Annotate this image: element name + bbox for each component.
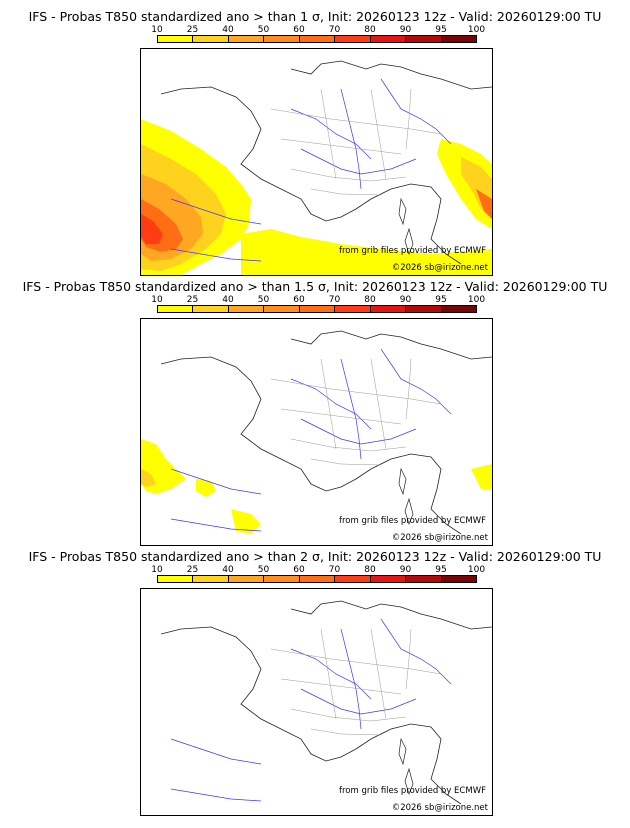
data-source-credit: from grib files provided by ECMWF — [339, 516, 486, 526]
scale-labels: 10 25 40 50 60 70 80 90 95 100 — [151, 295, 485, 305]
scale-labels: 10 25 40 50 60 70 80 90 95 100 — [151, 565, 485, 575]
scale-color-segment — [264, 576, 300, 582]
color-scale: 10 25 40 50 60 70 80 90 95 100 — [151, 295, 485, 313]
scale-color-segment — [299, 306, 336, 312]
scale-color-segment — [441, 576, 476, 582]
scale-label: 40 — [222, 565, 234, 575]
copyright-credit: ©2026 sb@irizone.net — [391, 263, 488, 273]
scale-label: 95 — [435, 25, 447, 35]
scale-label: 40 — [222, 295, 234, 305]
scale-label: 90 — [399, 25, 412, 35]
map-panel-2: IFS - Probas T850 standardized ano > tha… — [0, 270, 630, 546]
scale-color-segment — [370, 306, 407, 312]
copyright-credit: ©2026 sb@irizone.net — [391, 803, 488, 813]
map-canvas — [141, 330, 492, 535]
scale-color-segment — [441, 36, 476, 42]
probability-map: from grib files provided by ECMWF ©2026 … — [140, 48, 493, 276]
scale-color-segment — [158, 576, 194, 582]
map-canvas — [141, 60, 492, 275]
data-source-credit: from grib files provided by ECMWF — [339, 246, 486, 256]
copyright-credit: ©2026 sb@irizone.net — [391, 533, 488, 543]
scale-label: 90 — [399, 295, 412, 305]
scale-bar — [157, 35, 477, 43]
scale-color-segment — [406, 36, 442, 42]
scale-label: 50 — [257, 565, 270, 575]
color-scale: 10 25 40 50 60 70 80 90 95 100 — [151, 25, 485, 43]
scale-label: 25 — [186, 565, 199, 575]
basemap-lines — [160, 600, 492, 805]
scale-color-segment — [193, 306, 229, 312]
scale-color-segment — [299, 36, 336, 42]
scale-label: 100 — [467, 565, 486, 575]
scale-color-segment — [264, 306, 300, 312]
panel-title: IFS - Probas T850 standardized ano > tha… — [28, 549, 602, 564]
data-source-credit: from grib files provided by ECMWF — [339, 786, 486, 796]
scale-label: 25 — [186, 25, 199, 35]
scale-label: 10 — [151, 295, 163, 305]
scale-color-segment — [228, 36, 265, 42]
scale-label: 25 — [186, 295, 199, 305]
scale-label: 80 — [364, 295, 376, 305]
scale-label: 70 — [328, 25, 341, 35]
panel-title: IFS - Probas T850 standardized ano > tha… — [22, 279, 608, 294]
scale-color-segment — [158, 36, 194, 42]
scale-color-segment — [335, 36, 371, 42]
scale-labels: 10 25 40 50 60 70 80 90 95 100 — [151, 25, 485, 35]
basemap-lines — [160, 330, 492, 535]
scale-color-segment — [406, 576, 442, 582]
scale-label: 80 — [364, 25, 376, 35]
scale-label: 70 — [328, 565, 341, 575]
probability-map: from grib files provided by ECMWF ©2026 … — [140, 318, 493, 546]
scale-bar — [157, 575, 477, 583]
scale-label: 60 — [293, 295, 305, 305]
scale-color-segment — [406, 306, 442, 312]
scale-label: 10 — [151, 565, 163, 575]
scale-color-segment — [370, 576, 407, 582]
probability-shading — [141, 439, 492, 534]
scale-color-segment — [193, 576, 229, 582]
basemap-lines — [160, 60, 492, 265]
probability-shading — [141, 119, 492, 275]
scale-bar — [157, 305, 477, 313]
scale-label: 50 — [257, 25, 270, 35]
scale-label: 60 — [293, 565, 305, 575]
scale-label: 70 — [328, 295, 341, 305]
scale-label: 100 — [467, 295, 486, 305]
scale-color-segment — [441, 306, 476, 312]
scale-color-segment — [299, 576, 336, 582]
scale-color-segment — [158, 306, 194, 312]
scale-label: 10 — [151, 25, 163, 35]
panel-title: IFS - Probas T850 standardized ano > tha… — [28, 9, 602, 24]
scale-color-segment — [228, 306, 265, 312]
scale-color-segment — [335, 576, 371, 582]
scale-color-segment — [264, 36, 300, 42]
map-canvas — [160, 600, 492, 805]
scale-label: 95 — [435, 565, 447, 575]
scale-label: 90 — [399, 565, 412, 575]
scale-color-segment — [228, 576, 265, 582]
scale-color-segment — [370, 36, 407, 42]
color-scale: 10 25 40 50 60 70 80 90 95 100 — [151, 565, 485, 583]
scale-label: 95 — [435, 295, 447, 305]
map-panel-1: IFS - Probas T850 standardized ano > tha… — [0, 0, 630, 276]
scale-label: 50 — [257, 295, 270, 305]
probability-map: from grib files provided by ECMWF ©2026 … — [140, 588, 493, 816]
scale-color-segment — [193, 36, 229, 42]
scale-label: 80 — [364, 565, 376, 575]
scale-color-segment — [335, 306, 371, 312]
scale-label: 100 — [467, 25, 486, 35]
scale-label: 60 — [293, 25, 305, 35]
map-panel-3: IFS - Probas T850 standardized ano > tha… — [0, 540, 630, 816]
scale-label: 40 — [222, 25, 234, 35]
